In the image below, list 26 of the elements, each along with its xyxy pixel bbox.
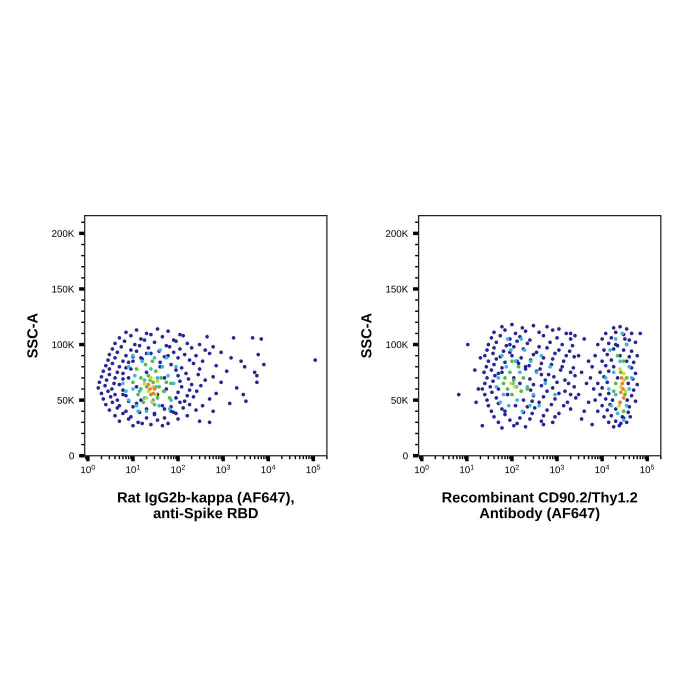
x-tick-label: 10$^{3}$ — [216, 464, 230, 474]
y-tick-label: 100K — [52, 341, 74, 348]
y-tick-label: 150K — [52, 286, 74, 293]
y-tick-label: 50K — [391, 396, 408, 404]
y-tick-label: 200K — [52, 230, 74, 238]
y-axis-title: SSC-A — [27, 313, 38, 358]
x-axis-title: Rat IgG2b-kappa (AF647), anti-Spike RBD — [118, 492, 294, 522]
x-tick-label: 10$^{1}$ — [460, 464, 474, 474]
x-tick-label: 10$^{1}$ — [126, 464, 140, 474]
y-tick-label: 100K — [386, 341, 408, 348]
y-tick-label: 150K — [386, 286, 408, 293]
x-tick-label: 10$^{4}$ — [595, 464, 610, 474]
y-tick-label: 0 — [69, 452, 74, 460]
x-tick-label: 10$^{3}$ — [550, 464, 564, 474]
x-tick-label: 10$^{5}$ — [640, 464, 654, 474]
y-axis-title: SSC-A — [361, 313, 372, 358]
x-tick-label: 10$^{2}$ — [505, 464, 519, 474]
y-tick-label: 0 — [403, 452, 408, 460]
x-axis-title: Recombinant CD90.2/Thy1.2 Antibody (AF647) — [442, 492, 638, 522]
x-tick-label: 10$^{5}$ — [306, 464, 320, 474]
y-tick-label: 200K — [386, 230, 408, 238]
x-tick-label: 10$^{4}$ — [261, 464, 276, 474]
y-tick-label: 50K — [57, 396, 74, 404]
x-tick-label: 10$^{0}$ — [81, 464, 95, 474]
x-tick-label: 10$^{0}$ — [415, 464, 429, 474]
x-tick-label: 10$^{2}$ — [171, 464, 185, 474]
